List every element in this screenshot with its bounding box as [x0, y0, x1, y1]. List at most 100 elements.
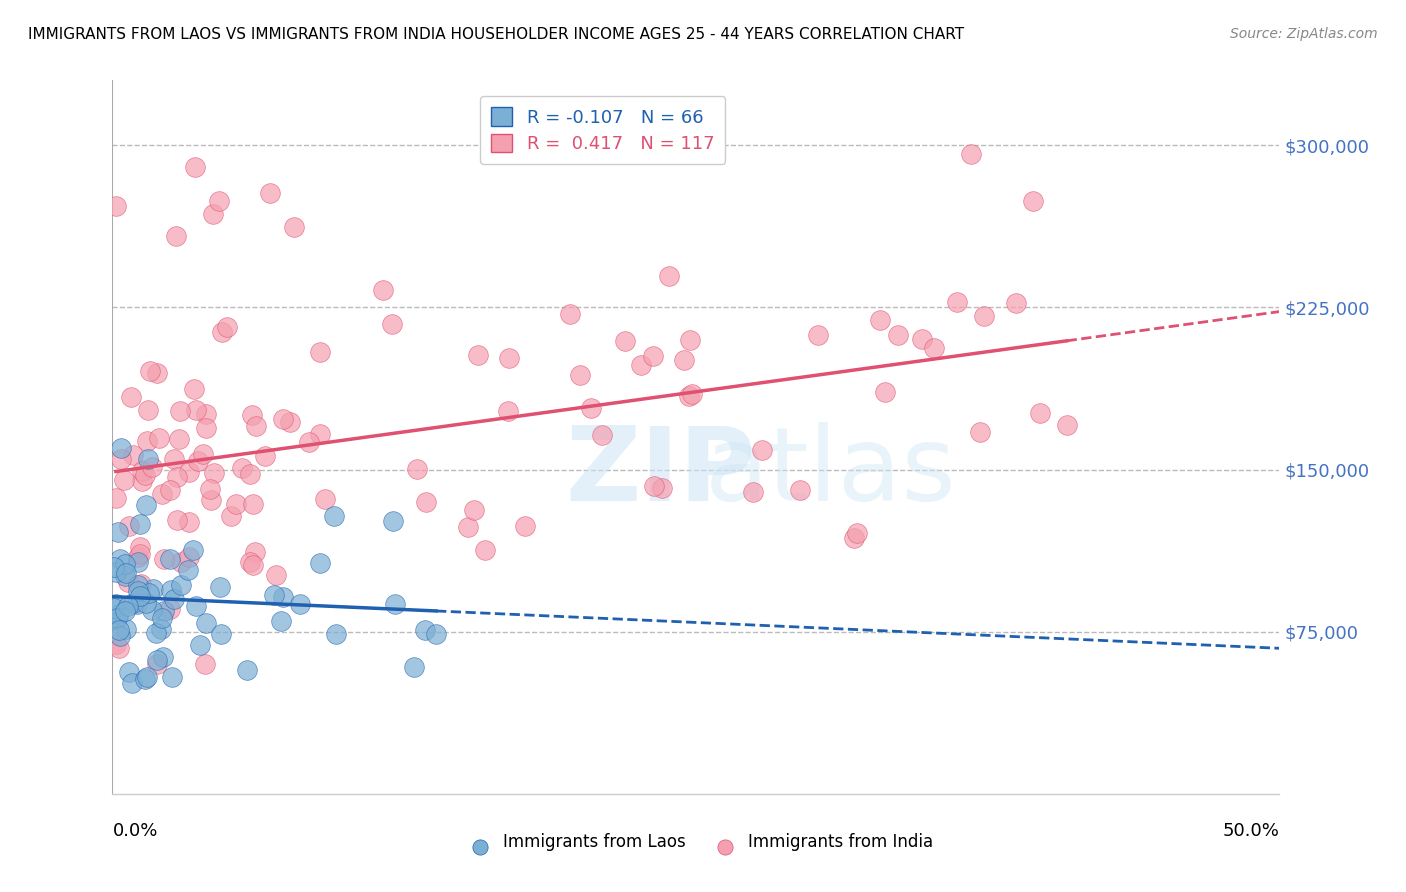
Point — [105, 611, 128, 625]
Point — [138, 586, 160, 600]
Point — [869, 313, 891, 327]
Point — [463, 503, 485, 517]
Point — [162, 670, 184, 684]
Point — [146, 367, 169, 381]
Point — [153, 552, 176, 566]
Point — [204, 466, 226, 480]
Point — [404, 660, 426, 674]
Point — [160, 583, 183, 598]
Point — [110, 441, 132, 455]
Point — [245, 418, 267, 433]
Point — [1056, 417, 1078, 432]
Point — [188, 638, 211, 652]
Point — [271, 411, 294, 425]
Point — [169, 578, 191, 592]
Point — [145, 625, 167, 640]
Point — [681, 386, 703, 401]
Text: 50.0%: 50.0% — [1223, 822, 1279, 840]
Point — [288, 597, 311, 611]
Point — [134, 672, 156, 686]
Point — [117, 575, 139, 590]
Point — [170, 555, 193, 569]
Point — [200, 492, 222, 507]
Point — [474, 543, 496, 558]
Point — [264, 568, 287, 582]
Point — [581, 401, 603, 416]
Point — [121, 448, 143, 462]
Point — [651, 481, 673, 495]
Point — [159, 552, 181, 566]
Point — [219, 508, 242, 523]
Point — [127, 549, 149, 564]
Point — [127, 555, 149, 569]
Point — [186, 599, 208, 614]
Point — [308, 345, 330, 359]
Point — [134, 467, 156, 482]
Point — [104, 637, 127, 651]
Point — [181, 542, 204, 557]
Point — [186, 403, 208, 417]
Point — [209, 627, 232, 641]
Point — [1029, 406, 1052, 420]
Point — [191, 447, 214, 461]
Point — [195, 615, 218, 630]
Point — [177, 564, 200, 578]
Point — [630, 358, 652, 372]
Point — [946, 295, 969, 310]
Point — [243, 545, 266, 559]
Point — [217, 319, 239, 334]
Point — [643, 478, 665, 492]
Point — [457, 520, 479, 534]
Point — [844, 532, 866, 546]
Point — [179, 515, 201, 529]
Point — [146, 653, 169, 667]
Point — [104, 597, 127, 611]
Point — [969, 425, 991, 439]
Point — [271, 591, 294, 605]
Point — [910, 332, 932, 346]
Point — [108, 641, 131, 656]
Point — [103, 612, 125, 626]
Point — [121, 676, 143, 690]
Point — [127, 578, 149, 592]
Point — [135, 596, 157, 610]
Point — [515, 519, 537, 533]
Point — [136, 451, 159, 466]
Point — [152, 650, 174, 665]
Point — [104, 565, 127, 579]
Point — [231, 460, 253, 475]
Point — [240, 408, 263, 422]
Text: Immigrants from Laos: Immigrants from Laos — [503, 833, 686, 851]
Point — [323, 508, 346, 523]
Point — [201, 207, 224, 221]
Point — [129, 540, 152, 554]
Point — [225, 497, 247, 511]
Point — [107, 624, 129, 638]
Point — [406, 462, 429, 476]
Point — [498, 404, 520, 418]
Point — [112, 474, 135, 488]
Point — [139, 364, 162, 378]
Point — [136, 434, 159, 448]
Point — [146, 657, 169, 672]
Point — [382, 514, 405, 528]
Point — [103, 560, 125, 574]
Point — [194, 420, 217, 434]
Point — [641, 349, 664, 363]
Text: Source: ZipAtlas.com: Source: ZipAtlas.com — [1230, 27, 1378, 41]
Point — [658, 268, 681, 283]
Point — [263, 588, 285, 602]
Point — [259, 186, 281, 200]
Point — [845, 525, 868, 540]
Point — [104, 199, 127, 213]
Text: 0.0%: 0.0% — [112, 822, 157, 840]
Point — [136, 670, 159, 684]
Point — [973, 310, 995, 324]
Point — [308, 556, 330, 570]
Point — [672, 353, 695, 368]
Point — [105, 491, 128, 505]
Point — [159, 602, 181, 616]
Point — [169, 403, 191, 417]
Point — [141, 460, 163, 475]
Point — [120, 390, 142, 404]
